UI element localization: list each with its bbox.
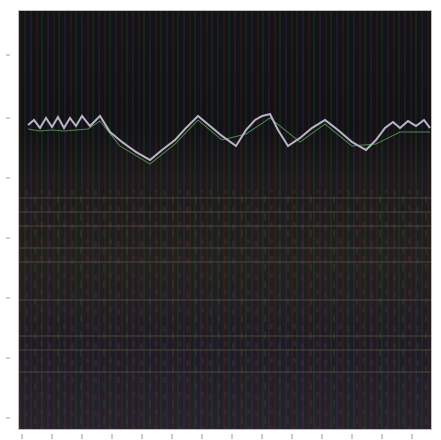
horizontal-streaks — [19, 197, 431, 373]
left-ticks — [6, 54, 10, 419]
noise-texture — [19, 190, 431, 429]
color-trace — [27, 117, 430, 165]
bottom-ticks — [21, 434, 413, 439]
bright-trace — [27, 112, 431, 162]
